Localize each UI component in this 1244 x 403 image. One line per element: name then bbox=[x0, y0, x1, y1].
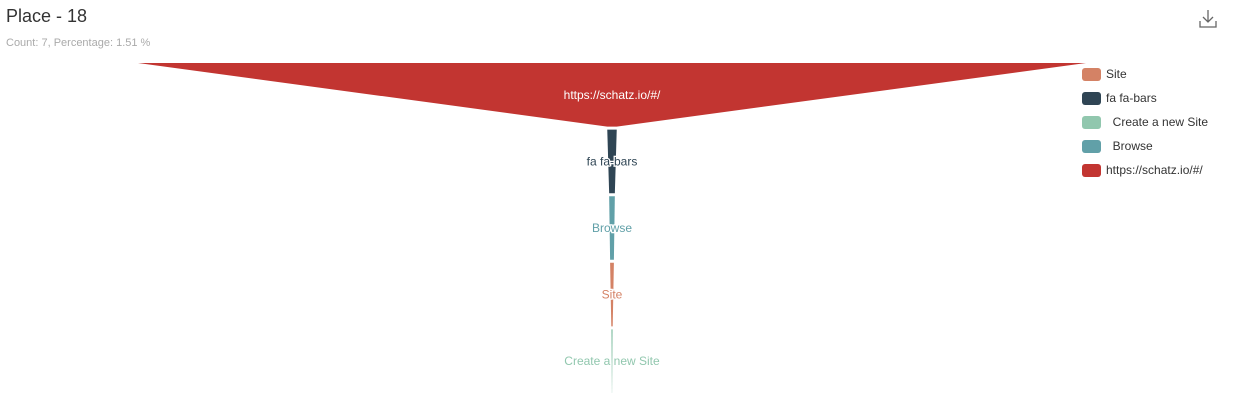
legend-item[interactable]: Browse bbox=[1082, 134, 1208, 158]
chart-subtitle: Count: 7, Percentage: 1.51 % bbox=[6, 37, 151, 49]
legend-swatch bbox=[1082, 67, 1101, 81]
funnel-segment[interactable] bbox=[611, 329, 613, 393]
legend-item[interactable]: Site bbox=[1082, 62, 1208, 86]
funnel-label: fa fa-bars bbox=[587, 154, 638, 168]
chart-title: Place - 18 bbox=[6, 6, 88, 26]
legend-item[interactable]: Create a new Site bbox=[1082, 110, 1208, 134]
funnel-segment[interactable] bbox=[609, 196, 615, 260]
legend-swatch bbox=[1082, 91, 1101, 105]
funnel-segment[interactable] bbox=[610, 262, 614, 327]
chart-legend: Site fa fa-bars Create a new Site Browse h… bbox=[1082, 62, 1208, 182]
funnel-label: Site bbox=[602, 288, 623, 302]
download-icon[interactable] bbox=[1197, 8, 1219, 30]
legend-label: https://schatz.io/#/ bbox=[1106, 163, 1203, 177]
funnel-label: https://schatz.io/#/ bbox=[564, 88, 661, 102]
legend-item[interactable]: https://schatz.io/#/ bbox=[1082, 158, 1208, 182]
funnel-segment[interactable] bbox=[607, 129, 617, 194]
funnel-segment[interactable] bbox=[138, 63, 1086, 127]
legend-item[interactable]: fa fa-bars bbox=[1082, 86, 1208, 110]
legend-label: fa fa-bars bbox=[1106, 91, 1157, 105]
legend-label: Create a new Site bbox=[1106, 115, 1209, 129]
legend-label: Site bbox=[1106, 67, 1127, 81]
legend-label: Browse bbox=[1106, 139, 1153, 153]
funnel-label: Browse bbox=[592, 221, 632, 235]
funnel-label: Create a new Site bbox=[564, 354, 660, 368]
legend-swatch bbox=[1082, 139, 1101, 153]
legend-swatch bbox=[1082, 115, 1101, 129]
legend-swatch bbox=[1082, 163, 1101, 177]
